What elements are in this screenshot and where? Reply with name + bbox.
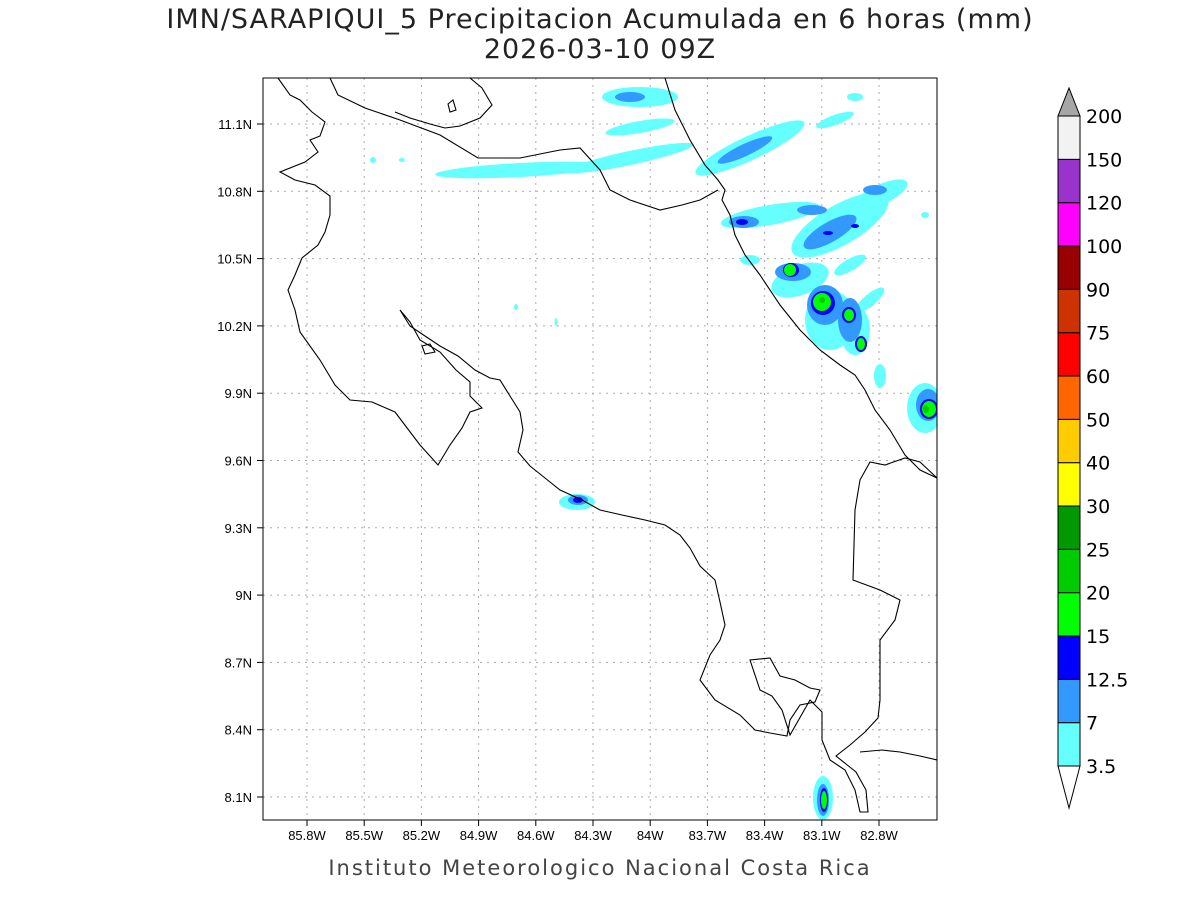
lat-label: 10.5N xyxy=(217,252,252,267)
colorbar-level-label: 20 xyxy=(1086,583,1110,605)
colorbar-swatch xyxy=(1057,418,1081,464)
colorbar-level-label: 90 xyxy=(1086,279,1110,301)
colorbar-level-label: 50 xyxy=(1086,409,1110,431)
lat-label: 9N xyxy=(235,588,252,603)
colorbar-swatch xyxy=(1057,245,1081,290)
coastlines xyxy=(277,78,937,813)
colorbar-under-arrow xyxy=(1057,765,1081,810)
lon-label: 85.8W xyxy=(288,828,326,843)
colorbar-swatch xyxy=(1057,332,1081,377)
colorbar-swatch xyxy=(1057,635,1081,680)
colorbar-level-label: 150 xyxy=(1086,149,1122,171)
colorbar-swatch xyxy=(1057,375,1081,420)
latitude-labels: 11.1N 10.8N 10.5N 10.2N 9.9N 9.6N 9.3N 9N 8.7N 8.… xyxy=(217,117,263,805)
lon-label: 84.6W xyxy=(517,828,555,843)
colorbar-level-label: 60 xyxy=(1086,366,1110,388)
lat-label: 9.3N xyxy=(225,521,252,536)
map-title: IMN/SARAPIQUI_5 Precipitacion Acumulada … xyxy=(166,4,1034,35)
colorbar-swatch xyxy=(1057,548,1081,594)
colorbar-level-label: 30 xyxy=(1086,496,1110,518)
map-datetime: 2026-03-10 09Z xyxy=(483,34,717,65)
lat-label: 9.6N xyxy=(225,454,252,469)
colorbar-level-label: 200 xyxy=(1086,106,1122,128)
lon-label: 83.7W xyxy=(689,828,727,843)
lat-label: 8.1N xyxy=(225,790,252,805)
colorbar-swatch xyxy=(1057,505,1081,550)
lon-label: 83.4W xyxy=(746,828,784,843)
lat-label: 11.1N xyxy=(218,117,252,132)
colorbar-swatch xyxy=(1057,722,1081,767)
colorbar-swatch xyxy=(1057,592,1081,637)
lon-label: 84W xyxy=(637,828,664,843)
colorbar-level-label: 120 xyxy=(1086,193,1122,215)
lat-label: 10.8N xyxy=(217,184,252,199)
colorbar-swatch xyxy=(1057,462,1081,507)
colorbar-level-label: 12.5 xyxy=(1086,669,1128,691)
colorbar-legend: 3.5 7 12.5 15 20 25 30 40 50 60 75 90 100 120 150 200 xyxy=(1057,86,1128,810)
colorbar-swatch xyxy=(1057,202,1081,247)
lat-label: 10.2N xyxy=(217,319,252,334)
colorbar-level-label: 15 xyxy=(1086,626,1110,648)
lat-label: 8.7N xyxy=(225,655,252,670)
colorbar-swatch xyxy=(1057,158,1081,204)
graticule xyxy=(263,78,937,820)
lon-label: 84.9W xyxy=(460,828,498,843)
colorbar-level-label: 75 xyxy=(1086,323,1110,345)
colorbar-swatch xyxy=(1057,288,1081,334)
lon-label: 85.2W xyxy=(403,828,441,843)
colorbar-over-arrow xyxy=(1057,86,1081,117)
lon-label: 85.5W xyxy=(345,828,383,843)
colorbar-swatch xyxy=(1057,115,1081,160)
colorbar-level-label: 3.5 xyxy=(1086,756,1116,778)
lon-label: 83.1W xyxy=(803,828,841,843)
footer-credit: Instituto Meteorologico Nacional Costa R… xyxy=(328,856,872,880)
colorbar-level-label: 25 xyxy=(1086,539,1110,561)
lon-label: 82.8W xyxy=(860,828,898,843)
precipitation-field xyxy=(370,87,937,820)
lat-label: 9.9N xyxy=(225,386,252,401)
colorbar-level-label: 40 xyxy=(1086,453,1110,475)
longitude-labels: 85.8W 85.5W 85.2W 84.9W 84.6W 84.3W 84W 83.7W 83… xyxy=(288,820,899,843)
colorbar-swatch xyxy=(1057,678,1081,724)
colorbar-level-label: 100 xyxy=(1086,236,1122,258)
colorbar-level-label: 7 xyxy=(1086,713,1098,735)
map-frame xyxy=(262,77,938,821)
lon-label: 84.3W xyxy=(574,828,612,843)
lat-label: 8.4N xyxy=(225,723,252,738)
